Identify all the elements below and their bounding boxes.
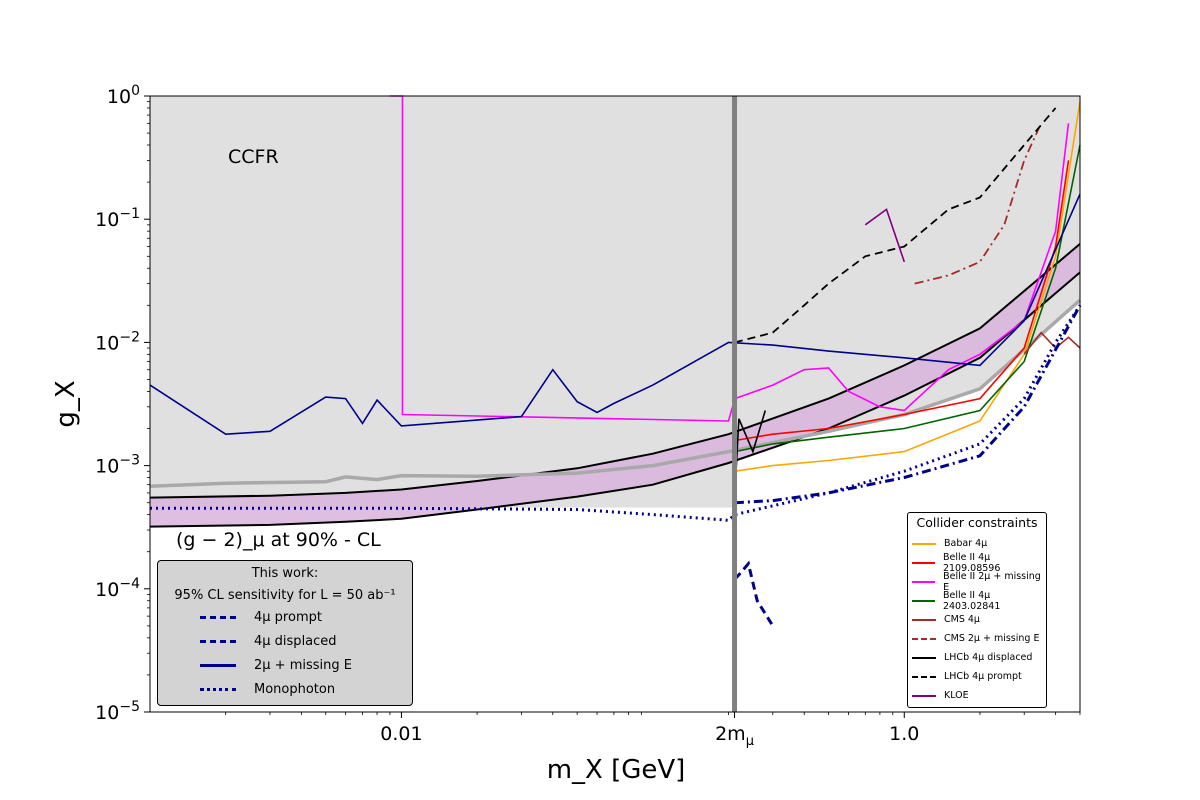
collider-legend-title: Collider constraints	[916, 515, 1038, 530]
legend-label: Monophoton	[254, 681, 336, 697]
legend-label: 4μ displaced	[254, 633, 337, 649]
x-tick-label: 2mμ	[715, 723, 754, 749]
legend-label: KLOE	[944, 690, 969, 701]
series-monophoton	[150, 304, 1082, 522]
series-2mu-missing-e	[149, 193, 1081, 436]
legend-swatch	[912, 580, 936, 583]
legend-item-babar-4mu: Babar 4μ	[908, 534, 1046, 553]
x-tick-label: 1.0	[889, 723, 919, 745]
g2-band-lower	[149, 271, 1081, 528]
y-tick-label: 100	[107, 83, 140, 108]
y-tick-label: 10−3	[95, 453, 140, 478]
legend-item-belle-ii-2mu-missing-e: Belle II 2μ + missing E	[908, 570, 1046, 593]
legend-item-monophoton: Monophoton	[158, 677, 412, 701]
legend-label: 2μ + missing E	[254, 657, 352, 673]
y-tick-label: 10−2	[95, 329, 140, 354]
legend-swatch	[200, 687, 236, 691]
legend-swatch	[912, 637, 936, 640]
series-belle-ii-2mu-missing-e	[389, 95, 1070, 422]
legend-swatch	[200, 663, 236, 667]
legend-label: LHCb 4μ displaced	[944, 652, 1033, 663]
legend-swatch	[200, 639, 236, 643]
legend-label: CMS 2μ + missing E	[944, 633, 1040, 644]
ccfr-annotation: CCFR	[228, 146, 279, 168]
legend-swatch	[912, 694, 936, 697]
y-tick-label: 10−1	[95, 206, 140, 231]
legend-item-belle-ii-4mu-2109-08596: Belle II 4μ 2109.08596	[908, 551, 1046, 574]
y-tick-label: 10−5	[95, 699, 140, 724]
series-belle-ii-4mu-2403-02841	[734, 144, 1081, 453]
legend-label: Babar 4μ	[944, 538, 988, 549]
series-belle-ii-4mu-2109-08596	[734, 160, 1070, 442]
legend-label: LHCb 4μ prompt	[944, 671, 1022, 682]
x-axis-label: m_X [GeV]	[547, 755, 686, 785]
series-4mu-displaced	[733, 560, 775, 627]
legend-item-cms-2mu-missing-e: CMS 2μ + missing E	[908, 629, 1046, 648]
this-work-legend-title: This work:	[251, 566, 319, 581]
axes-frame	[149, 95, 1081, 713]
series-kloe	[864, 208, 906, 263]
legend-swatch	[912, 542, 936, 545]
legend-item-cms-4mu: CMS 4μ	[908, 610, 1046, 629]
y-axis-label: g_X	[51, 380, 81, 427]
legend-swatch	[912, 675, 936, 678]
legend-swatch	[200, 615, 236, 619]
y-tick-label: 10−4	[95, 576, 140, 601]
series-babar-4mu	[734, 101, 1081, 472]
legend-label: Belle II 2μ + missing E	[943, 570, 1041, 593]
legend-swatch	[912, 599, 935, 602]
x-tick-label: 0.01	[380, 723, 422, 745]
legend-item-lhcb-4mu-prompt: LHCb 4μ prompt	[908, 667, 1046, 686]
this-work-legend: This work: 95% CL sensitivity for L = 50…	[157, 560, 413, 706]
legend-label: Belle II 4μ 2403.02841	[942, 589, 1001, 612]
legend-item-kloe: KLOE	[908, 686, 1046, 705]
legend-swatch	[912, 561, 935, 564]
legend-swatch	[912, 618, 936, 621]
legend-item-4mu-displaced: 4μ displaced	[158, 629, 412, 653]
series-lhcb-4mu-prompt	[734, 107, 1057, 344]
series-4mu-prompt	[734, 304, 1082, 505]
this-work-legend-subtitle: 95% CL sensitivity for L = 50 ab⁻¹	[174, 588, 396, 603]
legend-label: 4μ prompt	[254, 609, 322, 625]
legend-label: Belle II 4μ 2109.08596	[942, 551, 1001, 574]
g2-annotation: (g − 2)_μ at 90% - CL	[176, 529, 381, 551]
excluded-region	[150, 96, 1080, 487]
legend-swatch	[912, 656, 936, 659]
collider-legend: Collider constraints Babar 4μ Belle II 4μ…	[907, 512, 1047, 708]
legend-item-belle-ii-4mu-2403-02841: Belle II 4μ 2403.02841	[908, 589, 1046, 612]
legend-item-lhcb-4mu-displaced: LHCb 4μ displaced	[908, 648, 1046, 667]
legend-label: CMS 4μ	[944, 614, 980, 625]
legend-item-4mu-prompt: 4μ prompt	[158, 605, 412, 629]
legend-item-2mu-missing-e: 2μ + missing E	[158, 653, 412, 677]
